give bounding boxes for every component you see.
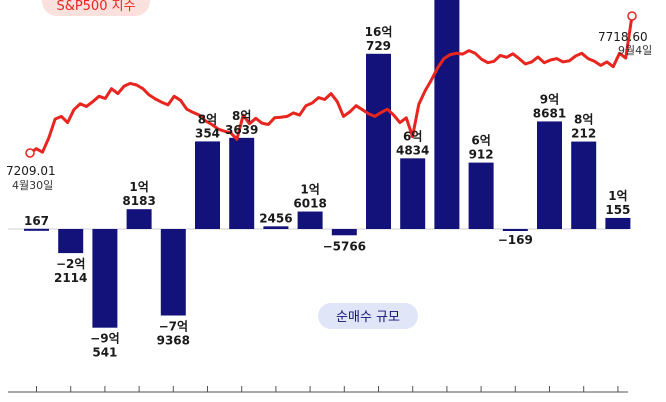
- bar-value-label: 6억: [403, 129, 422, 143]
- bar: [160, 229, 186, 316]
- sp500-line: [28, 14, 634, 155]
- bar: [502, 229, 528, 231]
- sp500-start-annotation: 7209.01 4월30일: [6, 164, 56, 192]
- bar-value-label: 912: [469, 148, 494, 162]
- bar: [263, 226, 289, 229]
- bar: [297, 211, 323, 229]
- bar-value-label: 354: [195, 126, 220, 140]
- bar-value-label: −169: [498, 233, 533, 247]
- sp500-line-series: [25, 11, 637, 158]
- bar-value-label: 1억: [129, 180, 148, 194]
- bar: [605, 217, 631, 229]
- bar: [229, 137, 255, 229]
- bar: [571, 141, 597, 229]
- sp500-start-marker: [25, 148, 35, 158]
- flow-legend-text: 순매수 규모: [336, 310, 400, 325]
- bar-value-label: 155: [605, 203, 630, 217]
- bar-value-label: 212: [571, 127, 596, 141]
- bar-value-label: 6억: [471, 134, 490, 148]
- bar: [92, 229, 118, 328]
- bar-value-label: 8억: [198, 112, 217, 126]
- bar: [537, 121, 562, 229]
- sp500-legend: S&P500 지수: [42, 0, 150, 16]
- flow-legend: 순매수 규모: [318, 303, 418, 329]
- bar-value-labels: 167−2억2114−9억5411억8183−7억93688억3548억3639…: [24, 25, 630, 360]
- bar-value-label: 1억: [608, 189, 627, 203]
- bar-value-label: 4834: [396, 143, 429, 157]
- sp500-end-value: 7718.60: [598, 30, 648, 44]
- bar-value-label: 2114: [54, 271, 87, 285]
- sp500-end-marker: [627, 11, 637, 21]
- bar-value-label: 8억: [574, 113, 593, 127]
- bar-value-label: 9억: [540, 92, 559, 106]
- sp500-end-annotation: 7718.60 9월4일: [598, 30, 652, 57]
- bar-value-label: −9억: [90, 332, 119, 346]
- bar-series: [24, 0, 631, 328]
- sp500-start-date: 4월30일: [12, 178, 53, 192]
- bar-value-label: −7억: [159, 320, 188, 334]
- bar: [366, 53, 391, 229]
- bar-value-label: −5766: [323, 239, 366, 253]
- bar-value-label: 3639: [225, 123, 258, 137]
- flow-legend-pill: [318, 303, 418, 329]
- bar-value-label: 541: [92, 346, 117, 360]
- bar-value-label: 8억: [232, 109, 251, 123]
- sp500-legend-pill: [42, 0, 150, 16]
- bar-value-label: 1억: [300, 183, 319, 197]
- bar: [331, 229, 357, 236]
- bar-value-label: 16억: [365, 25, 393, 39]
- bar: [58, 229, 84, 254]
- bar-value-label: 8183: [122, 194, 155, 208]
- bar-value-label: 167: [24, 214, 49, 228]
- sp500-start-value: 7209.01: [6, 164, 56, 178]
- bar: [468, 162, 494, 229]
- bar: [434, 0, 460, 230]
- bar: [126, 209, 152, 229]
- bar: [195, 141, 220, 229]
- sp500-legend-text: S&P500 지수: [56, 0, 135, 14]
- bar-value-label: −2억: [56, 257, 85, 271]
- sp500-end-date: 9월4일: [618, 43, 652, 57]
- bar: [400, 158, 426, 229]
- bar-value-label: 9368: [157, 334, 190, 348]
- bar-value-label: 6018: [293, 197, 326, 211]
- bar: [24, 228, 49, 231]
- bar-value-label: 2456: [259, 211, 292, 225]
- bar-value-label: 729: [366, 39, 391, 53]
- bar-value-label: 8681: [533, 106, 566, 120]
